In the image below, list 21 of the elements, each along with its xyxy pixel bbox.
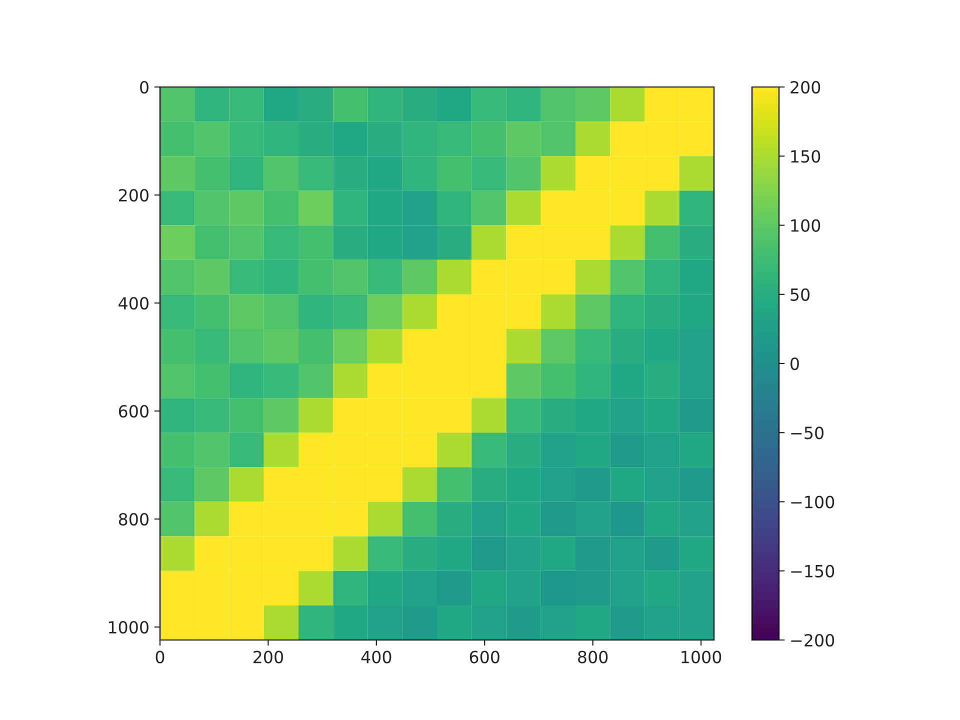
y-tick-label: 800 bbox=[118, 512, 148, 526]
x-tick-label: 400 bbox=[361, 650, 392, 664]
color-bar-label: 0 bbox=[790, 357, 799, 370]
color-bar-label: −150 bbox=[791, 564, 834, 578]
x-tick-label: 800 bbox=[578, 650, 608, 664]
color-bar-label: 200 bbox=[790, 80, 820, 94]
color-bar-label: 100 bbox=[791, 219, 820, 232]
color-bar-label: 150 bbox=[791, 150, 820, 163]
y-tick-label: 400 bbox=[118, 296, 148, 310]
x-tick-label: 1000 bbox=[682, 650, 722, 664]
x-tick-label: 200 bbox=[254, 650, 283, 664]
y-tick-label: 0 bbox=[140, 80, 148, 94]
y-tick-label: 1000 bbox=[108, 621, 148, 634]
color-bar-label: −100 bbox=[791, 496, 834, 508]
color-bar-label: −200 bbox=[791, 634, 834, 647]
x-tick-label: 0 bbox=[156, 650, 164, 664]
color-bar-label: −50 bbox=[791, 426, 824, 440]
x-tick-label: 600 bbox=[470, 650, 500, 664]
color-bar-label: 50 bbox=[790, 288, 810, 301]
y-tick-label: 600 bbox=[118, 404, 148, 418]
y-tick-label: 200 bbox=[118, 188, 148, 202]
